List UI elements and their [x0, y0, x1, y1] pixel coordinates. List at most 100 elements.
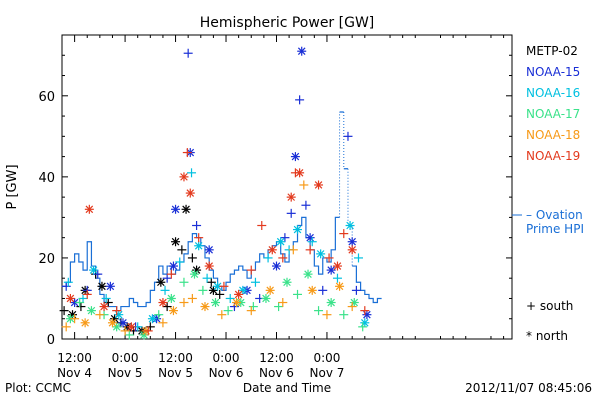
noaa-17-north-marker: [261, 293, 271, 303]
noaa-19-north-marker: [332, 261, 342, 271]
noaa-16-south-marker: [175, 257, 185, 267]
x-tick-date: Nov 5: [108, 366, 143, 380]
noaa-19-south-marker: [166, 269, 176, 279]
noaa-17-south-marker: [248, 302, 258, 312]
noaa-15-south-marker: [162, 273, 172, 283]
noaa-16-south-marker: [63, 277, 73, 287]
noaa-16-north-marker: [194, 241, 204, 251]
noaa-15-north-marker: [204, 245, 214, 255]
noaa-15-south-marker: [280, 233, 290, 243]
metp-02-north-marker: [171, 237, 181, 247]
noaa-15-south-marker: [301, 200, 311, 210]
noaa-16-south-marker: [332, 273, 342, 283]
noaa-19-north-marker: [65, 293, 75, 303]
noaa-16-south-marker: [225, 293, 235, 303]
noaa-16-south-marker: [187, 168, 197, 178]
y-tick-label: 40: [38, 171, 55, 186]
metp-02-north-marker: [97, 281, 107, 291]
noaa-17-north-marker: [349, 298, 359, 308]
noaa-15-north-marker: [290, 152, 300, 162]
noaa-19-north-marker: [314, 180, 324, 190]
noaa-15-north-marker: [326, 265, 336, 275]
legend-entry: METP-02: [526, 44, 578, 58]
metp-02-south-marker: [128, 326, 138, 336]
noaa-17-south-marker: [339, 310, 349, 320]
noaa-19-south-marker: [257, 221, 267, 231]
metp-02-south-marker: [145, 322, 155, 332]
noaa-15-north-marker: [105, 281, 115, 291]
legend-entry: NOAA-19: [526, 149, 580, 163]
metp-02-north-marker: [181, 204, 191, 214]
noaa-18-south-marker: [179, 298, 189, 308]
noaa-18-north-marker: [232, 298, 242, 308]
noaa-19-north-marker: [286, 192, 296, 202]
noaa-17-north-marker: [303, 269, 313, 279]
plot-credit: Plot: CCMC: [5, 381, 71, 395]
noaa-18-south-marker: [187, 293, 197, 303]
noaa-19-north-marker: [347, 245, 357, 255]
y-tick-label: 60: [38, 90, 55, 105]
metp-02-south-marker: [76, 302, 86, 312]
noaa-16-north-marker: [114, 310, 124, 320]
noaa-17-south-marker: [179, 277, 189, 287]
noaa-19-south-marker: [360, 306, 370, 316]
noaa-17-north-marker: [139, 330, 149, 340]
noaa-18-south-marker: [299, 180, 309, 190]
noaa-16-north-marker: [276, 237, 286, 247]
noaa-18-south-marker: [217, 310, 227, 320]
noaa-17-south-marker: [124, 330, 134, 340]
metp-02-south-marker: [103, 298, 113, 308]
noaa-16-north-marker: [360, 318, 370, 328]
noaa-17-south-marker: [198, 285, 208, 295]
noaa-18-south-marker: [347, 302, 357, 312]
noaa-19-south-marker: [143, 326, 153, 336]
noaa-19-south-marker: [339, 229, 349, 239]
noaa-19-south-marker: [278, 253, 288, 263]
noaa-15-north-marker: [362, 310, 372, 320]
x-tick-time: 0:00: [213, 351, 240, 365]
noaa-15-north-marker: [171, 204, 181, 214]
x-axis-label: Date and Time: [243, 381, 331, 395]
noaa-18-south-marker: [95, 310, 105, 320]
noaa-19-south-marker: [246, 265, 256, 275]
x-tick-date: Nov 6: [209, 366, 244, 380]
noaa-16-south-marker: [263, 253, 273, 263]
noaa-15-north-marker: [118, 318, 128, 328]
noaa-15-north-marker: [297, 46, 307, 56]
legend-entry: NOAA-15: [526, 65, 580, 79]
noaa-16-north-marker: [345, 221, 355, 231]
noaa-19-south-marker: [324, 253, 334, 263]
noaa-18-south-marker: [120, 326, 130, 336]
x-tick-time: 0:00: [112, 351, 139, 365]
noaa-17-north-marker: [189, 269, 199, 279]
noaa-15-south-marker: [343, 131, 353, 141]
noaa-17-south-marker: [358, 322, 368, 332]
noaa-19-south-marker: [182, 148, 192, 158]
noaa-17-north-marker: [282, 277, 292, 287]
noaa-18-south-marker: [158, 318, 168, 328]
noaa-19-north-marker: [204, 261, 214, 271]
metp-02-north-marker: [156, 277, 166, 287]
noaa-19-south-marker: [82, 289, 92, 299]
legend-north-key: * north: [526, 329, 568, 343]
noaa-17-north-marker: [326, 298, 336, 308]
noaa-16-north-marker: [89, 265, 99, 275]
noaa-17-south-marker: [223, 306, 233, 316]
noaa-15-south-marker: [286, 208, 296, 218]
noaa-19-north-marker: [267, 245, 277, 255]
noaa-17-south-marker: [75, 298, 85, 308]
legend-ovation-label: Prime HPI: [526, 222, 584, 236]
noaa-16-south-marker: [307, 237, 317, 247]
legend-south-key: + south: [526, 299, 573, 313]
noaa-16-north-marker: [147, 314, 157, 324]
noaa-17-south-marker: [314, 306, 324, 316]
noaa-15-north-marker: [347, 237, 357, 247]
noaa-15-south-marker: [351, 285, 361, 295]
noaa-15-south-marker: [61, 281, 71, 291]
noaa-16-south-marker: [250, 277, 260, 287]
x-tick-date: Nov 7: [310, 366, 345, 380]
noaa-16-south-marker: [353, 253, 363, 263]
legend-entry: NOAA-17: [526, 107, 580, 121]
legend-ovation-label: – Ovation: [526, 208, 583, 222]
noaa-19-north-marker: [84, 204, 94, 214]
